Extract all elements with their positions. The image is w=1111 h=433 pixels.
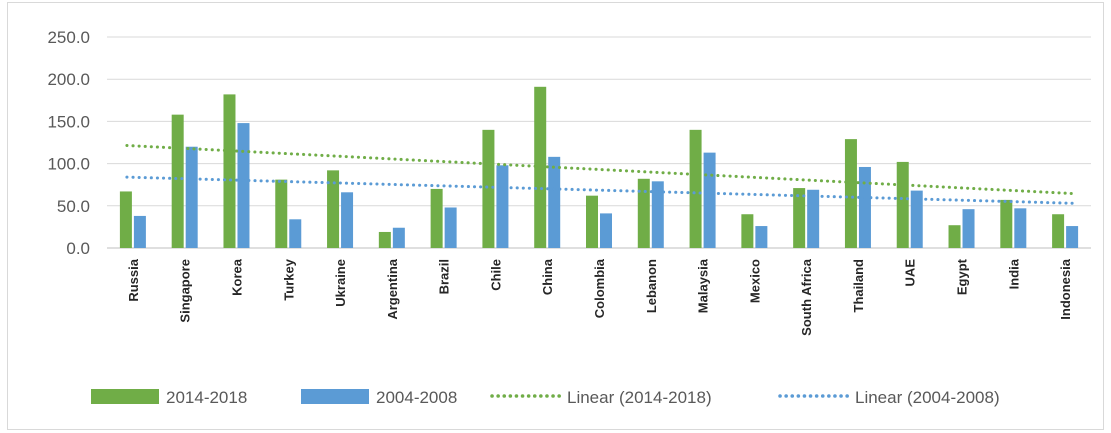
bar-2014-2018 xyxy=(948,225,961,248)
bar-2004-2008 xyxy=(600,213,612,248)
bar-2004-2008 xyxy=(807,189,820,248)
legend-label: Linear (2014-2018) xyxy=(567,388,712,407)
bar-2014-2018 xyxy=(119,191,132,248)
bar-2014-2018 xyxy=(637,178,650,248)
bar-2004-2008 xyxy=(444,207,457,248)
chart-frame: 0.0 50.0 100.0 150.0 200.0 250.0 Russia Singap… xyxy=(7,2,1104,430)
bar-2014-2018 xyxy=(378,231,391,248)
x-tick-label: Argentina xyxy=(385,258,400,319)
x-tick-label: Egypt xyxy=(955,258,970,295)
y-tick-label: 0.0 xyxy=(66,239,90,258)
bar-2014-2018 xyxy=(689,129,702,248)
bar-2014-2018 xyxy=(223,94,236,248)
legend-label: 2014-2018 xyxy=(166,388,247,407)
bar-2004-2008 xyxy=(289,219,302,248)
bar-2014-2018 xyxy=(171,114,184,248)
bars xyxy=(119,86,1079,249)
bar-2004-2008 xyxy=(962,209,975,248)
bar-2014-2018 xyxy=(275,179,288,248)
x-tick-label: Korea xyxy=(229,258,244,296)
legend: 2014-2018 2004-2008 Linear (2014-2018) Line… xyxy=(91,388,1000,407)
legend-swatch-2014-2018 xyxy=(91,389,159,404)
x-tick-label: Mexico xyxy=(747,259,762,303)
bar-2014-2018 xyxy=(793,188,806,248)
legend-swatch-2004-2008 xyxy=(301,389,369,404)
x-axis: Russia Singapore Korea Turkey Ukraine Argenti… xyxy=(126,258,1073,336)
bar-2004-2008 xyxy=(341,192,354,248)
bar-2004-2008 xyxy=(858,166,871,248)
bar-2014-2018 xyxy=(1052,214,1065,248)
x-tick-label: Chile xyxy=(488,259,503,291)
x-tick-label: Ukraine xyxy=(333,259,348,307)
y-tick-label: 250.0 xyxy=(47,28,90,47)
trendline-2004-2008 xyxy=(125,175,1075,205)
trendline-2014-2018 xyxy=(125,143,1075,196)
legend-label: 2004-2008 xyxy=(376,388,457,407)
bar-2014-2018 xyxy=(844,139,857,248)
x-tick-label: Turkey xyxy=(281,258,296,300)
bar-2004-2008 xyxy=(133,215,146,248)
y-axis: 0.0 50.0 100.0 150.0 200.0 250.0 xyxy=(47,28,90,258)
bar-2004-2008 xyxy=(703,152,716,248)
bar-2004-2008 xyxy=(1014,208,1027,248)
x-tick-label: Colombia xyxy=(592,258,607,318)
bar-2014-2018 xyxy=(741,214,754,248)
gridlines xyxy=(107,36,1091,249)
bar-2004-2008 xyxy=(755,226,768,248)
bar-2014-2018 xyxy=(482,129,495,248)
y-tick-label: 200.0 xyxy=(47,70,90,89)
x-tick-label: South Africa xyxy=(799,258,814,336)
trendlines xyxy=(125,143,1075,205)
bar-chart: 0.0 50.0 100.0 150.0 200.0 250.0 Russia Singap… xyxy=(47,28,1091,407)
x-tick-label: India xyxy=(1006,258,1021,289)
legend-label: Linear (2004-2008) xyxy=(855,388,1000,407)
x-tick-label: Indonesia xyxy=(1058,258,1073,319)
bar-2004-2008 xyxy=(185,146,198,248)
bar-2004-2008 xyxy=(496,165,509,248)
x-tick-label: Thailand xyxy=(851,259,866,313)
bar-2014-2018 xyxy=(1000,199,1013,248)
x-tick-label: UAE xyxy=(903,259,918,287)
bar-2014-2018 xyxy=(586,195,598,248)
bar-2014-2018 xyxy=(430,188,443,248)
bar-2014-2018 xyxy=(327,170,340,248)
x-tick-label: China xyxy=(540,258,555,295)
y-tick-label: 50.0 xyxy=(57,197,90,216)
bar-2004-2008 xyxy=(1066,226,1079,248)
x-tick-label: Lebanon xyxy=(644,259,659,313)
bar-2004-2008 xyxy=(651,181,664,248)
bar-2004-2008 xyxy=(392,227,405,248)
y-tick-label: 100.0 xyxy=(47,155,90,174)
x-tick-label: Singapore xyxy=(178,259,193,323)
y-tick-label: 150.0 xyxy=(47,112,90,131)
bar-2004-2008 xyxy=(910,190,923,248)
x-tick-label: Russia xyxy=(126,258,141,301)
x-tick-label: Malaysia xyxy=(696,258,711,313)
bar-2004-2008 xyxy=(237,123,250,248)
x-tick-label: Brazil xyxy=(437,259,452,294)
bar-2014-2018 xyxy=(896,161,909,248)
bar-2004-2008 xyxy=(548,156,561,248)
